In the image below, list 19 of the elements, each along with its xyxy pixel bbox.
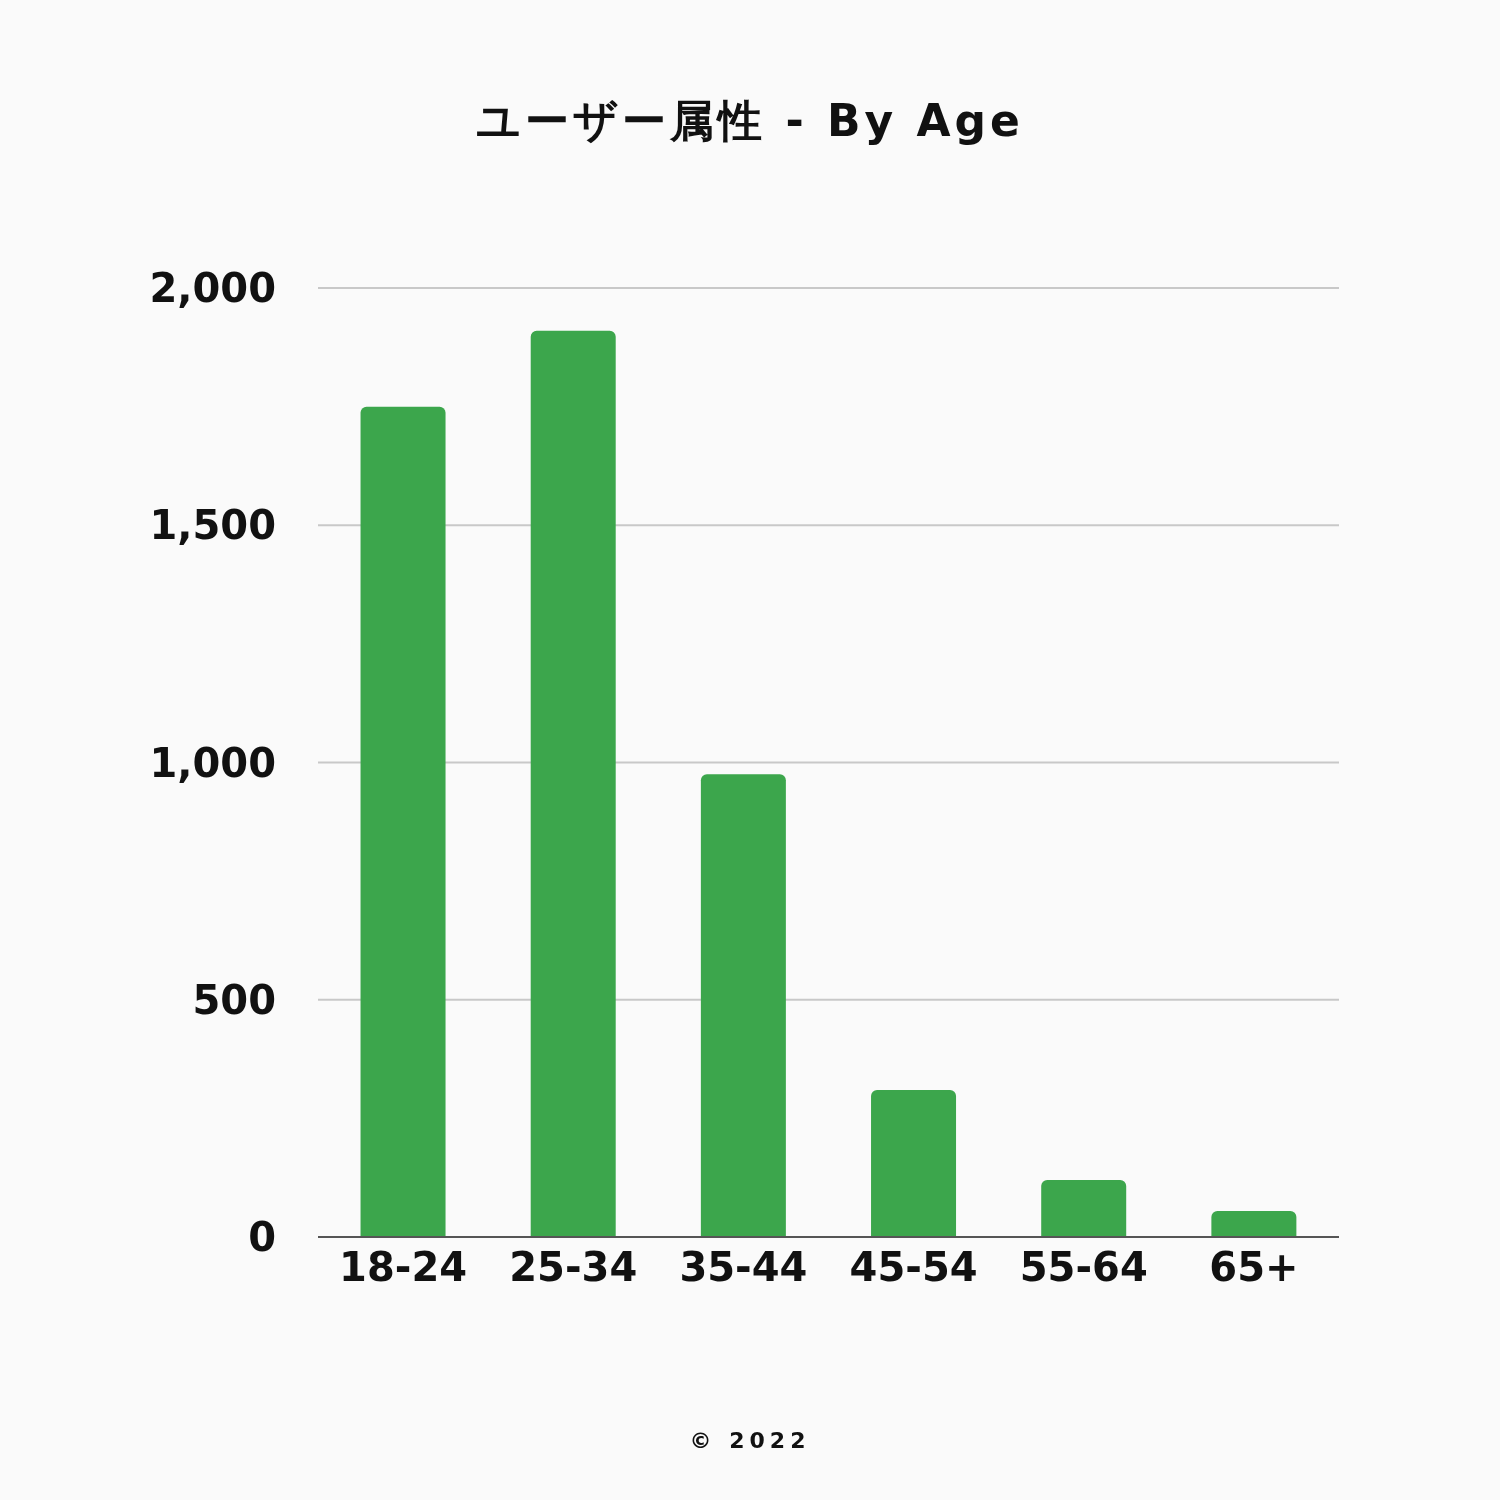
bar xyxy=(871,1089,957,1237)
bar xyxy=(1211,1210,1297,1237)
y-tick-label: 500 xyxy=(192,976,276,1023)
bar xyxy=(530,330,616,1237)
text: © 2022 xyxy=(688,1428,812,1453)
x-tick-label: 45-54 xyxy=(849,1244,978,1291)
x-tick-label: 25-34 xyxy=(509,1244,638,1291)
y-tick-label: 1,500 xyxy=(149,502,276,549)
x-tick-label: 35-44 xyxy=(679,1244,808,1291)
x-tick-label: 55-64 xyxy=(1019,1244,1148,1291)
chart-title: ユーザー属性 - By Age xyxy=(475,94,1025,148)
y-tick-label: 0 xyxy=(248,1214,276,1261)
y-tick-label: 1,000 xyxy=(149,739,276,786)
y-tick-label: 2,000 xyxy=(149,265,276,312)
bar xyxy=(1041,1180,1127,1237)
x-tick-label: 65+ xyxy=(1209,1244,1299,1291)
bar xyxy=(360,406,446,1237)
bar xyxy=(700,774,786,1237)
x-tick-label: 18-24 xyxy=(339,1244,468,1291)
